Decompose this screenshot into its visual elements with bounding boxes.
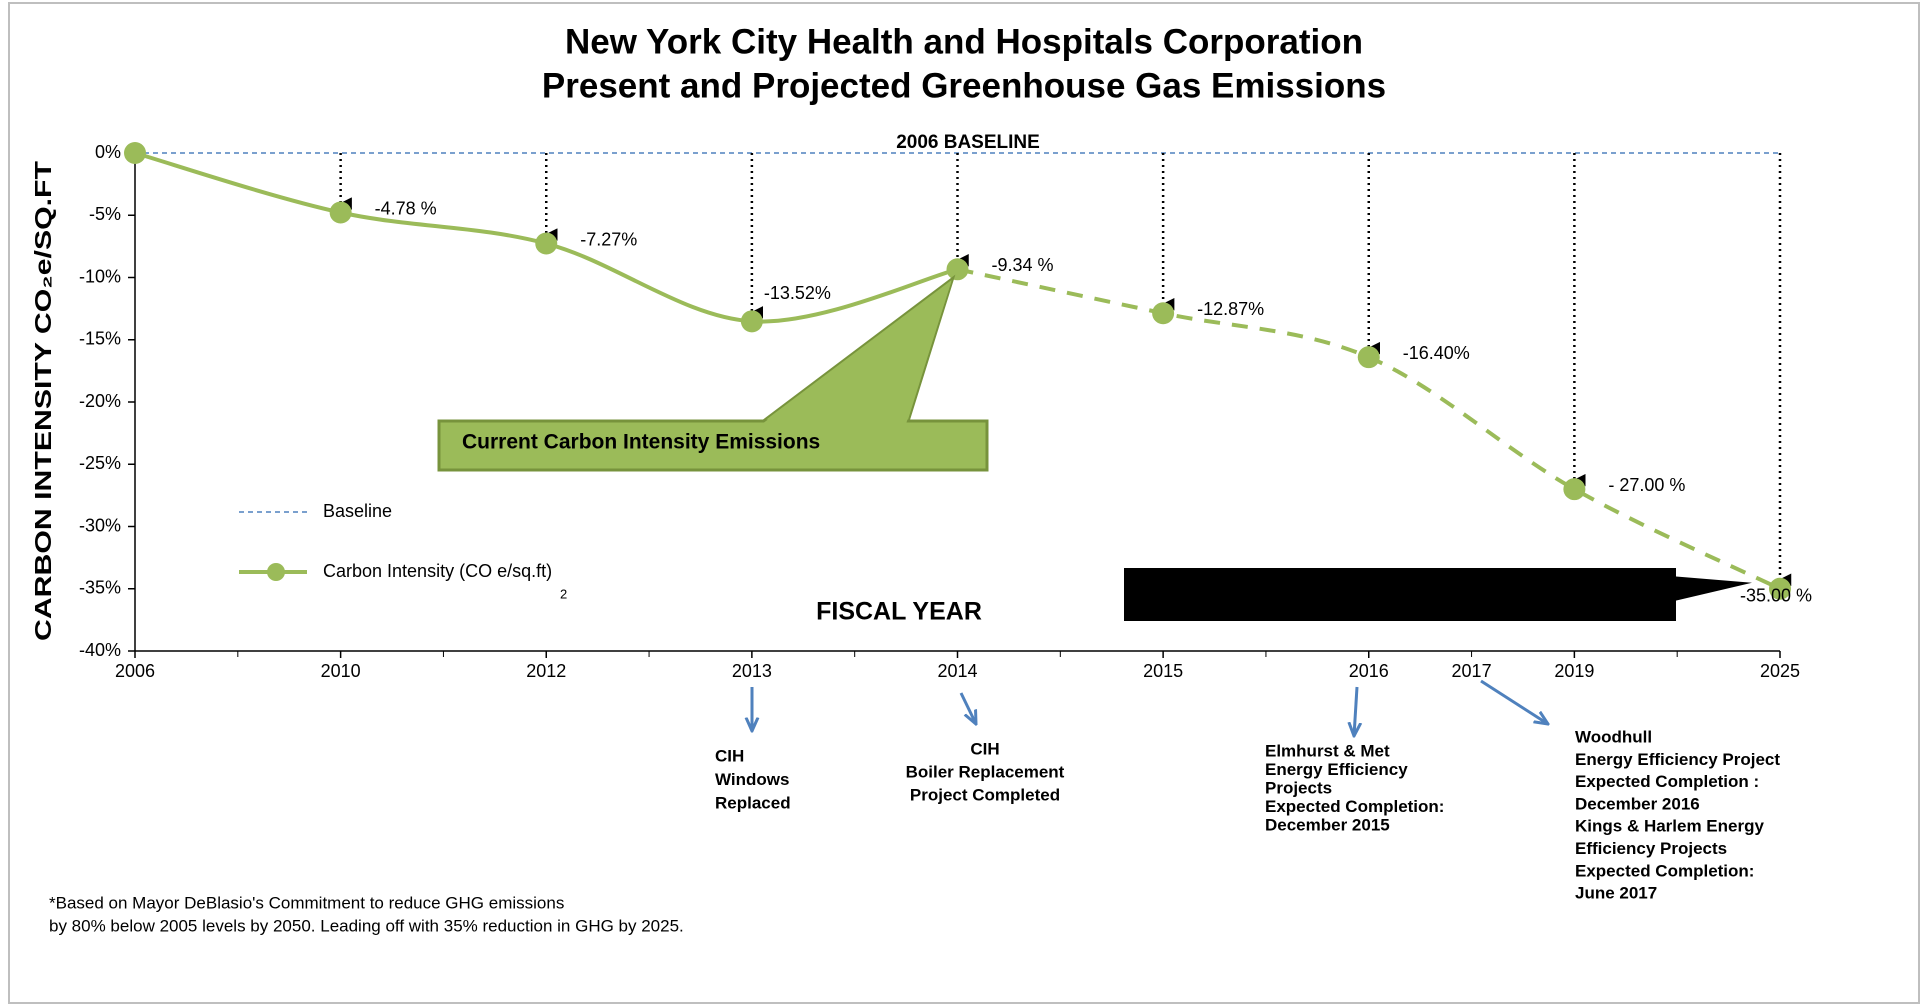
annotation-text: Elmhurst & Met xyxy=(1265,741,1390,760)
annotation-text: December 2015 xyxy=(1265,815,1390,834)
annotation-text: Boiler Replacement xyxy=(906,762,1065,781)
footnote: *Based on Mayor DeBlasio's Commitment to… xyxy=(49,893,564,912)
annotation-arrow xyxy=(959,692,976,724)
point xyxy=(124,142,146,164)
point xyxy=(329,201,352,224)
y-tick-label: -10% xyxy=(79,266,121,286)
callout-pointer xyxy=(1670,576,1752,602)
value-label: - 27.00 % xyxy=(1608,475,1685,495)
value-label: -16.40% xyxy=(1403,343,1470,363)
point xyxy=(946,258,969,281)
callout-text: 35% Carbon Intensity Emissions Target xyxy=(1146,581,1539,604)
value-label: -13.52% xyxy=(764,283,831,303)
annotation-text: Expected Completion : xyxy=(1575,772,1759,791)
y-tick-label: -20% xyxy=(79,391,121,411)
value-label: -12.87% xyxy=(1197,299,1264,319)
y-tick-label: -5% xyxy=(89,204,121,224)
annotation-text: CIH xyxy=(970,739,999,758)
annotation-text: Expected Completion: xyxy=(1265,797,1444,816)
chart-title: Present and Projected Greenhouse Gas Emi… xyxy=(542,66,1386,105)
x-tick-label: 2019 xyxy=(1554,661,1594,681)
annotation-text: Energy Efficiency Project xyxy=(1575,750,1780,769)
annotation-text: Project Completed xyxy=(910,785,1060,804)
annotation-text: Windows xyxy=(715,770,789,789)
y-tick-label: 0% xyxy=(95,142,121,162)
annotation-text: Energy Efficiency xyxy=(1265,760,1408,779)
point xyxy=(740,310,763,333)
x-tick-label: 2006 xyxy=(115,661,155,681)
y-tick-label: -30% xyxy=(79,515,121,535)
chart-title: New York City Health and Hospitals Corpo… xyxy=(565,22,1363,61)
y-tick-label: -40% xyxy=(79,640,121,660)
y-tick-label: -35% xyxy=(79,578,121,598)
legend-marker xyxy=(267,563,285,581)
annotation-text: Replaced xyxy=(715,793,791,812)
point xyxy=(1152,302,1175,325)
annotation-text: Efficiency Projects xyxy=(1575,839,1727,858)
annotation-text: Expected Completion: xyxy=(1575,861,1754,880)
annotation-arrow xyxy=(1480,679,1548,724)
annotation-text: December 2016 xyxy=(1575,794,1700,813)
x-axis-label: FISCAL YEAR xyxy=(816,598,982,626)
legend-label: Carbon Intensity (CO e/sq.ft) xyxy=(323,561,552,581)
x-tick-label: 2010 xyxy=(321,661,361,681)
x-tick-label: 2013 xyxy=(732,661,772,681)
value-label: -7.27% xyxy=(580,229,637,249)
point xyxy=(535,232,558,255)
annotation-arrow xyxy=(1354,686,1357,736)
point xyxy=(1563,478,1586,501)
value-label: -35.00 % xyxy=(1740,586,1812,606)
x-tick-label: 2012 xyxy=(526,661,566,681)
x-tick-label: 2025 xyxy=(1760,661,1800,681)
callout-pointer-fill xyxy=(762,281,952,424)
annotation-text: Woodhull xyxy=(1575,727,1652,746)
callout-text: Current Carbon Intensity Emissions xyxy=(462,431,820,454)
value-label: -4.78 % xyxy=(375,198,437,218)
legend-label: Baseline xyxy=(323,501,392,521)
point xyxy=(1769,577,1791,600)
y-tick-label: -15% xyxy=(79,329,121,349)
callout-box xyxy=(437,419,989,472)
x-tick-label: 2016 xyxy=(1349,661,1389,681)
frame xyxy=(8,2,1920,1004)
annotation-text: CIH xyxy=(715,746,744,765)
callout-box xyxy=(1124,568,1676,621)
y-axis-label: CARBON INTENSITY CO₂e/SQ.FT xyxy=(30,161,56,641)
x-tick-label: 2014 xyxy=(937,661,977,681)
annotation-text: Kings & Harlem Energy xyxy=(1575,817,1764,836)
legend-subscript: 2 xyxy=(560,586,567,601)
y-tick-label: -25% xyxy=(79,453,121,473)
footnote: by 80% below 2005 levels by 2050. Leadin… xyxy=(49,916,684,935)
x-tick-label: 2015 xyxy=(1143,661,1183,681)
annotation-text: June 2017 xyxy=(1575,884,1657,903)
value-label: -9.34 % xyxy=(992,255,1054,275)
annotation-text: Projects xyxy=(1265,778,1332,797)
point xyxy=(1357,346,1380,369)
series-line-projected xyxy=(957,267,1781,591)
baseline-label: 2006 BASELINE xyxy=(896,132,1040,153)
x-tick-label: 2017 xyxy=(1452,661,1492,681)
